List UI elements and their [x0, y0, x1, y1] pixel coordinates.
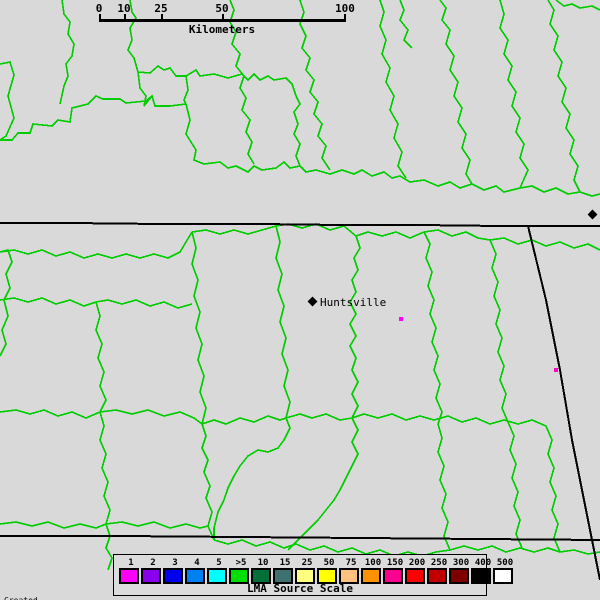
legend-entry[interactable]: 3: [163, 558, 183, 584]
legend-entry-swatch: 500: [493, 558, 513, 584]
legend-entry-label: 400: [474, 558, 492, 568]
legend-entry-label: 10: [257, 558, 269, 568]
legend-entry-swatch: 15: [273, 558, 293, 584]
legend-entry-swatch: 5: [207, 558, 227, 584]
legend-entry[interactable]: 400: [471, 558, 491, 584]
legend-entry-label: 1: [128, 558, 134, 568]
county-boundaries: [0, 0, 600, 571]
legend-entry-label: 5: [216, 558, 222, 568]
legend-entry-swatch: >5: [229, 558, 249, 584]
legend-entry[interactable]: >5: [229, 558, 249, 584]
city-label-huntsville: Huntsville: [320, 296, 387, 309]
lma-source-point: [399, 317, 403, 321]
created-label: Created: [4, 596, 96, 600]
legend-title: LMA Source Scale: [247, 582, 353, 595]
legend-entry-swatch: 1: [119, 558, 139, 584]
legend-entry[interactable]: 300: [449, 558, 469, 584]
legend-entry-label: 75: [345, 558, 357, 568]
legend-entry[interactable]: 25: [295, 558, 315, 584]
legend-entry-label: 25: [301, 558, 313, 568]
legend-panel[interactable]: 1 2 3 4 5 >5 10 15 25 50 75 100 150 200 250 300 400 500 L…: [113, 554, 513, 596]
lma-source-point: [554, 368, 558, 372]
legend-entry-label: 3: [172, 558, 178, 568]
legend-entry[interactable]: 150: [383, 558, 403, 584]
legend-entry-label: 300: [452, 558, 470, 568]
legend-entry-label: >5: [235, 558, 247, 568]
legend-entry[interactable]: 75: [339, 558, 359, 584]
legend-entry-swatch: 10: [251, 558, 271, 584]
legend-entry[interactable]: 10: [251, 558, 271, 584]
legend-entry-label: 2: [150, 558, 156, 568]
legend-entry-swatch: 250: [427, 558, 447, 584]
legend-entry-label: 15: [279, 558, 291, 568]
legend-entry-swatch: 25: [295, 558, 315, 584]
legend-entry[interactable]: 1: [119, 558, 139, 584]
legend-entry[interactable]: 15: [273, 558, 293, 584]
legend-entry-swatch: 100: [361, 558, 381, 584]
legend-entry[interactable]: 50: [317, 558, 337, 584]
legend-entry[interactable]: 4: [185, 558, 205, 584]
legend-entry-swatch: 4: [185, 558, 205, 584]
legend-entry-swatch: 50: [317, 558, 337, 584]
legend-entry-label: 100: [364, 558, 382, 568]
legend-entry-label: 4: [194, 558, 200, 568]
legend-entry-label: 250: [430, 558, 448, 568]
legend-entry-swatch: 200: [405, 558, 425, 584]
legend-entry[interactable]: 5: [207, 558, 227, 584]
created-stamp: Created 12/05/2012 14:44:16: [4, 576, 96, 600]
legend-swatch-row: 1 2 3 4 5 >5 10 15 25 50 75 100 150 200 250 300 400 500: [119, 558, 513, 584]
legend-entry-label: 500: [496, 558, 514, 568]
legend-entry-swatch: 150: [383, 558, 403, 584]
legend-entry-label: 150: [386, 558, 404, 568]
legend-entry[interactable]: 100: [361, 558, 381, 584]
legend-entry[interactable]: 2: [141, 558, 161, 584]
legend-entry-swatch: 2: [141, 558, 161, 584]
legend-entry-swatch: 300: [449, 558, 469, 584]
state-boundaries: [0, 222, 600, 581]
legend-entry-swatch: 400: [471, 558, 491, 584]
legend-entry[interactable]: 500: [493, 558, 513, 584]
legend-entry[interactable]: 200: [405, 558, 425, 584]
legend-entry-swatch: 3: [163, 558, 183, 584]
legend-entry-swatch: 75: [339, 558, 359, 584]
legend-entry[interactable]: 250: [427, 558, 447, 584]
legend-entry-label: 50: [323, 558, 335, 568]
legend-entry-label: 200: [408, 558, 426, 568]
